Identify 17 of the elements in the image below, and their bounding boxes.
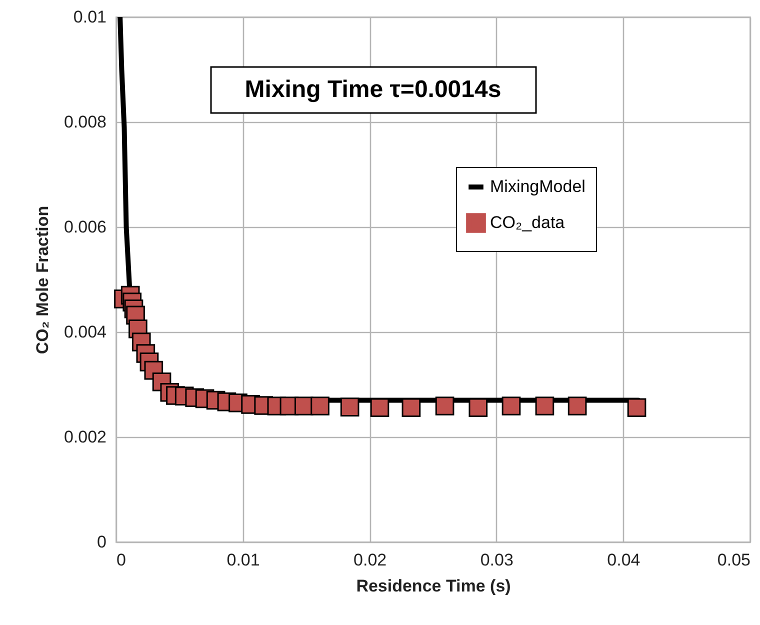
x-tick-label: 0.01 <box>226 550 260 570</box>
y-tick-label: 0.006 <box>64 218 106 236</box>
x-tick-label: 0.05 <box>717 550 750 570</box>
legend-label: MixingModel <box>490 177 586 196</box>
y-tick-label: 0.01 <box>73 8 106 26</box>
annotation: Mixing Time τ=0.0014s <box>244 76 502 103</box>
legend-label: CO₂_data <box>490 213 566 232</box>
x-tick-label: 0 <box>116 550 126 570</box>
y-tick-label: 0.008 <box>64 112 106 132</box>
y-tick-label: 0 <box>97 532 106 552</box>
x-tick-label: 0.02 <box>354 550 387 570</box>
y-tick-label: 0.004 <box>64 322 106 342</box>
x-tick-label: 0.04 <box>607 550 640 570</box>
y-axis-title: CO₂ Mole Fraction <box>32 206 52 354</box>
y-tick-label: 0.002 <box>64 428 106 446</box>
x-tick-label: 0.03 <box>480 550 514 570</box>
x-axis-title: Residence Time (s) <box>356 576 511 596</box>
